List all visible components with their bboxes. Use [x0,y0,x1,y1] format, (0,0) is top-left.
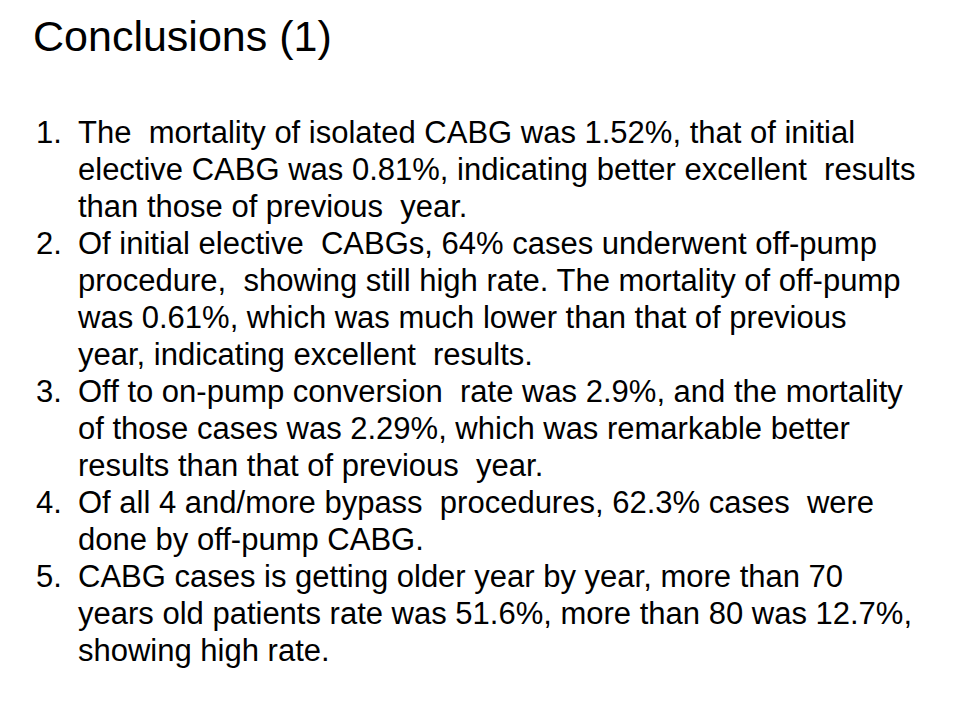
item-text: Off to on-pump conversion rate was 2.9%,… [78,373,951,484]
conclusion-list: 1. The mortality of isolated CABG was 1.… [36,114,951,669]
text-line: Of all 4 and/more bypass procedures, 62.… [78,484,951,521]
text-line: than those of previous year. [78,188,951,225]
item-number: 4. [36,484,78,521]
conclusion-item-4: 4. Of all 4 and/more bypass procedures, … [36,484,951,558]
item-text: Of all 4 and/more bypass procedures, 62.… [78,484,951,558]
text-line: Off to on-pump conversion rate was 2.9%,… [78,373,951,410]
item-number: 3. [36,373,78,410]
text-line: Of initial elective CABGs, 64% cases und… [78,225,951,262]
item-number: 2. [36,225,78,262]
conclusion-item-5: 5. CABG cases is getting older year by y… [36,558,951,669]
text-line: years old patients rate was 51.6%, more … [78,595,951,632]
conclusion-item-2: 2. Of initial elective CABGs, 64% cases … [36,225,951,373]
conclusion-item-1: 1. The mortality of isolated CABG was 1.… [36,114,951,225]
text-line: CABG cases is getting older year by year… [78,558,951,595]
text-line: was 0.61%, which was much lower than tha… [78,299,951,336]
conclusion-item-3: 3. Off to on-pump conversion rate was 2.… [36,373,951,484]
slide: Conclusions (1) 1. The mortality of isol… [0,0,960,720]
text-line: done by off-pump CABG. [78,521,951,558]
text-line: procedure, showing still high rate. The … [78,262,951,299]
item-text: The mortality of isolated CABG was 1.52%… [78,114,951,225]
text-line: results than that of previous year. [78,447,951,484]
text-line: showing high rate. [78,632,951,669]
item-number: 1. [36,114,78,151]
text-line: year, indicating excellent results. [78,336,951,373]
text-line: elective CABG was 0.81%, indicating bett… [78,151,951,188]
item-text: CABG cases is getting older year by year… [78,558,951,669]
slide-title: Conclusions (1) [33,11,332,63]
text-line: The mortality of isolated CABG was 1.52%… [78,114,951,151]
item-number: 5. [36,558,78,595]
item-text: Of initial elective CABGs, 64% cases und… [78,225,951,373]
text-line: of those cases was 2.29%, which was rema… [78,410,951,447]
